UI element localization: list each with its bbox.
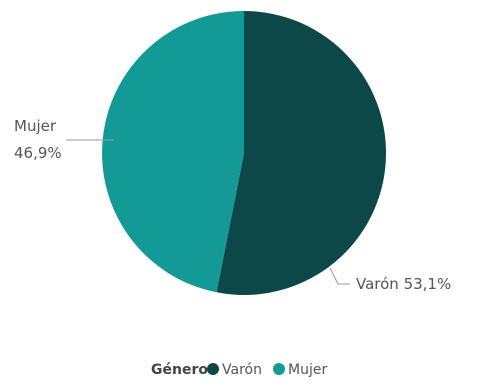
legend-item-varon[interactable]: Varón (222, 362, 262, 378)
pie-slice-mujer[interactable] (102, 11, 245, 293)
pie-slice-varon[interactable] (216, 10, 387, 295)
legend-item-mujer[interactable]: Mujer (288, 362, 327, 378)
slice-label-mujer: Mujer 46,9% (14, 117, 114, 162)
legend-title: Género (151, 362, 208, 378)
slice-label-varon: Varón 53,1% (329, 267, 451, 293)
legend-marker-varon (207, 363, 219, 375)
label-mujer-name: Mujer (14, 117, 57, 135)
leader-line-varon (329, 267, 350, 285)
legend-marker-mujer (273, 363, 285, 375)
label-varon: Varón 53,1% (356, 275, 451, 293)
pie-slices (102, 10, 387, 295)
label-mujer-value: 46,9% (14, 144, 62, 162)
legend: Género Varón Mujer (151, 362, 327, 378)
